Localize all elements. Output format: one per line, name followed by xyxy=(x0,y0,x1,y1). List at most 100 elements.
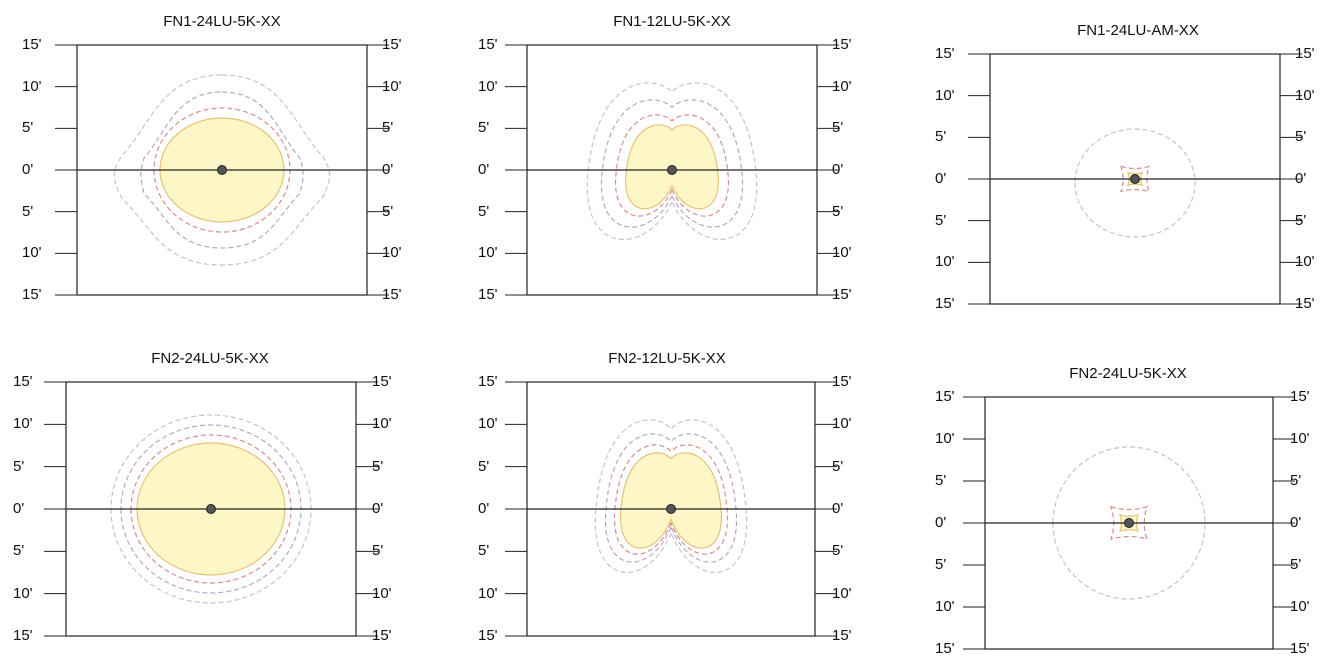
tick-label-right: 5' xyxy=(1295,213,1306,228)
tick-label-left: 0' xyxy=(935,171,946,186)
fixture-center-dot xyxy=(668,166,677,175)
tick-label-left: 5' xyxy=(22,120,33,135)
tick-label-left: 10' xyxy=(935,254,955,269)
tick-label-right: 5' xyxy=(372,543,383,558)
tick-label-right: 5' xyxy=(382,204,393,219)
tick-label-left: 5' xyxy=(935,557,946,572)
tick-label-right: 15' xyxy=(832,628,852,643)
tick-label-right: 5' xyxy=(382,120,393,135)
tick-label-left: 0' xyxy=(478,501,489,516)
tick-label-left: 0' xyxy=(22,162,33,177)
tick-label-right: 15' xyxy=(372,374,392,389)
tick-label-left: 10' xyxy=(478,586,498,601)
tick-label-right: 15' xyxy=(832,287,852,302)
tick-label-right: 10' xyxy=(372,416,392,431)
tick-label-right: 5' xyxy=(1290,473,1301,488)
tick-label-right: 5' xyxy=(832,204,843,219)
tick-label-left: 5' xyxy=(935,213,946,228)
panel-title: FN1-12LU-5K-XX xyxy=(613,13,731,30)
tick-label-left: 5' xyxy=(478,120,489,135)
tick-label-left: 5' xyxy=(22,204,33,219)
tick-label-left: 15' xyxy=(478,628,498,643)
panel-title: FN2-12LU-5K-XX xyxy=(608,350,726,367)
fixture-center-dot xyxy=(1131,175,1140,184)
tick-label-left: 15' xyxy=(478,37,498,52)
tick-label-right: 10' xyxy=(1295,88,1315,103)
tick-label-right: 0' xyxy=(382,162,393,177)
photometric-plot xyxy=(497,43,847,297)
tick-label-left: 5' xyxy=(478,204,489,219)
tick-label-right: 5' xyxy=(832,459,843,474)
tick-label-left: 10' xyxy=(935,431,955,446)
tick-label-left: 15' xyxy=(935,389,955,404)
fixture-center-dot xyxy=(667,505,676,514)
photometric-plot xyxy=(47,43,397,297)
tick-label-left: 5' xyxy=(13,543,24,558)
tick-label-left: 15' xyxy=(13,628,33,643)
tick-label-left: 15' xyxy=(935,296,955,311)
panel-title: FN2-24LU-5K-XX xyxy=(151,350,269,367)
fixture-center-dot xyxy=(207,505,216,514)
tick-label-right: 5' xyxy=(1295,129,1306,144)
photometric-plot xyxy=(955,395,1303,651)
photometric-plot xyxy=(960,52,1310,306)
photometric-plot xyxy=(36,380,386,638)
photometric-plot xyxy=(497,380,845,638)
tick-label-right: 15' xyxy=(1290,389,1310,404)
tick-label-right: 10' xyxy=(1290,599,1310,614)
tick-label-right: 15' xyxy=(382,287,402,302)
tick-label-left: 10' xyxy=(22,245,42,260)
tick-label-right: 15' xyxy=(832,374,852,389)
tick-label-right: 15' xyxy=(372,628,392,643)
tick-label-right: 10' xyxy=(832,245,852,260)
tick-label-right: 10' xyxy=(832,586,852,601)
tick-label-left: 0' xyxy=(13,501,24,516)
tick-label-right: 15' xyxy=(1295,296,1315,311)
tick-label-right: 10' xyxy=(382,245,402,260)
tick-label-right: 10' xyxy=(1290,431,1310,446)
fixture-center-dot xyxy=(1125,519,1134,528)
tick-label-right: 15' xyxy=(382,37,402,52)
tick-label-right: 0' xyxy=(1295,171,1306,186)
tick-label-right: 0' xyxy=(832,501,843,516)
tick-label-right: 0' xyxy=(1290,515,1301,530)
tick-label-left: 15' xyxy=(478,287,498,302)
tick-label-left: 5' xyxy=(478,459,489,474)
tick-label-right: 10' xyxy=(832,79,852,94)
tick-label-left: 10' xyxy=(478,79,498,94)
tick-label-right: 15' xyxy=(832,37,852,52)
tick-label-left: 15' xyxy=(22,37,42,52)
tick-label-left: 5' xyxy=(13,459,24,474)
tick-label-right: 0' xyxy=(372,501,383,516)
tick-label-right: 0' xyxy=(832,162,843,177)
panel-title: FN1-24LU-AM-XX xyxy=(1077,22,1199,39)
tick-label-left: 10' xyxy=(935,599,955,614)
panel-title: FN1-24LU-5K-XX xyxy=(163,13,281,30)
tick-label-left: 10' xyxy=(13,586,33,601)
tick-label-left: 10' xyxy=(935,88,955,103)
tick-label-right: 5' xyxy=(372,459,383,474)
tick-label-right: 10' xyxy=(382,79,402,94)
tick-label-left: 10' xyxy=(478,245,498,260)
tick-label-right: 5' xyxy=(832,120,843,135)
tick-label-left: 15' xyxy=(478,374,498,389)
tick-label-left: 10' xyxy=(13,416,33,431)
tick-label-right: 5' xyxy=(1290,557,1301,572)
tick-label-right: 10' xyxy=(832,416,852,431)
tick-label-left: 0' xyxy=(935,515,946,530)
tick-label-left: 15' xyxy=(13,374,33,389)
tick-label-left: 5' xyxy=(478,543,489,558)
tick-label-right: 5' xyxy=(832,543,843,558)
tick-label-right: 15' xyxy=(1295,46,1315,61)
tick-label-right: 10' xyxy=(372,586,392,601)
tick-label-left: 0' xyxy=(478,162,489,177)
fixture-center-dot xyxy=(218,166,227,175)
tick-label-left: 5' xyxy=(935,129,946,144)
tick-label-left: 5' xyxy=(935,473,946,488)
panel-title: FN2-24LU-5K-XX xyxy=(1069,365,1187,382)
tick-label-left: 10' xyxy=(478,416,498,431)
tick-label-left: 15' xyxy=(935,46,955,61)
tick-label-left: 10' xyxy=(22,79,42,94)
tick-label-right: 10' xyxy=(1295,254,1315,269)
